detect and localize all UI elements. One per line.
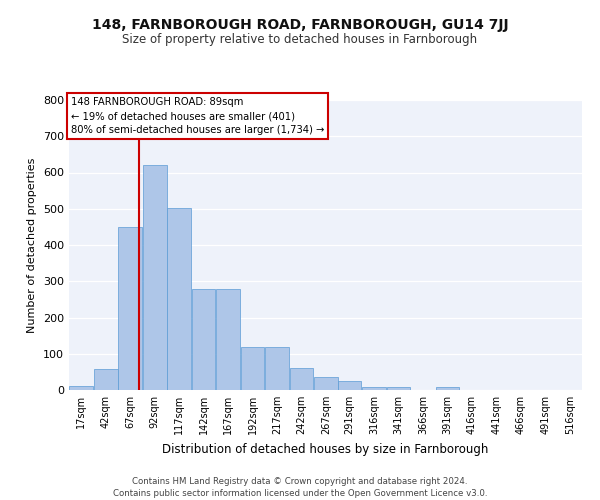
- Bar: [192, 288, 215, 390]
- Bar: [386, 387, 410, 390]
- Bar: [94, 370, 118, 390]
- Bar: [436, 387, 459, 390]
- Text: 148 FARNBOROUGH ROAD: 89sqm
← 19% of detached houses are smaller (401)
80% of se: 148 FARNBOROUGH ROAD: 89sqm ← 19% of det…: [71, 98, 325, 136]
- Text: 148, FARNBOROUGH ROAD, FARNBOROUGH, GU14 7JJ: 148, FARNBOROUGH ROAD, FARNBOROUGH, GU14…: [92, 18, 508, 32]
- Bar: [241, 347, 265, 390]
- X-axis label: Distribution of detached houses by size in Farnborough: Distribution of detached houses by size …: [163, 442, 488, 456]
- Y-axis label: Number of detached properties: Number of detached properties: [28, 158, 37, 332]
- Bar: [118, 227, 142, 390]
- Bar: [290, 368, 313, 390]
- Bar: [265, 347, 289, 390]
- Bar: [216, 288, 240, 390]
- Bar: [70, 386, 93, 390]
- Bar: [338, 381, 361, 390]
- Bar: [143, 164, 167, 390]
- Bar: [167, 208, 191, 390]
- Bar: [362, 387, 386, 390]
- Bar: [314, 376, 338, 390]
- Text: Size of property relative to detached houses in Farnborough: Size of property relative to detached ho…: [122, 32, 478, 46]
- Text: Contains HM Land Registry data © Crown copyright and database right 2024.
Contai: Contains HM Land Registry data © Crown c…: [113, 476, 487, 498]
